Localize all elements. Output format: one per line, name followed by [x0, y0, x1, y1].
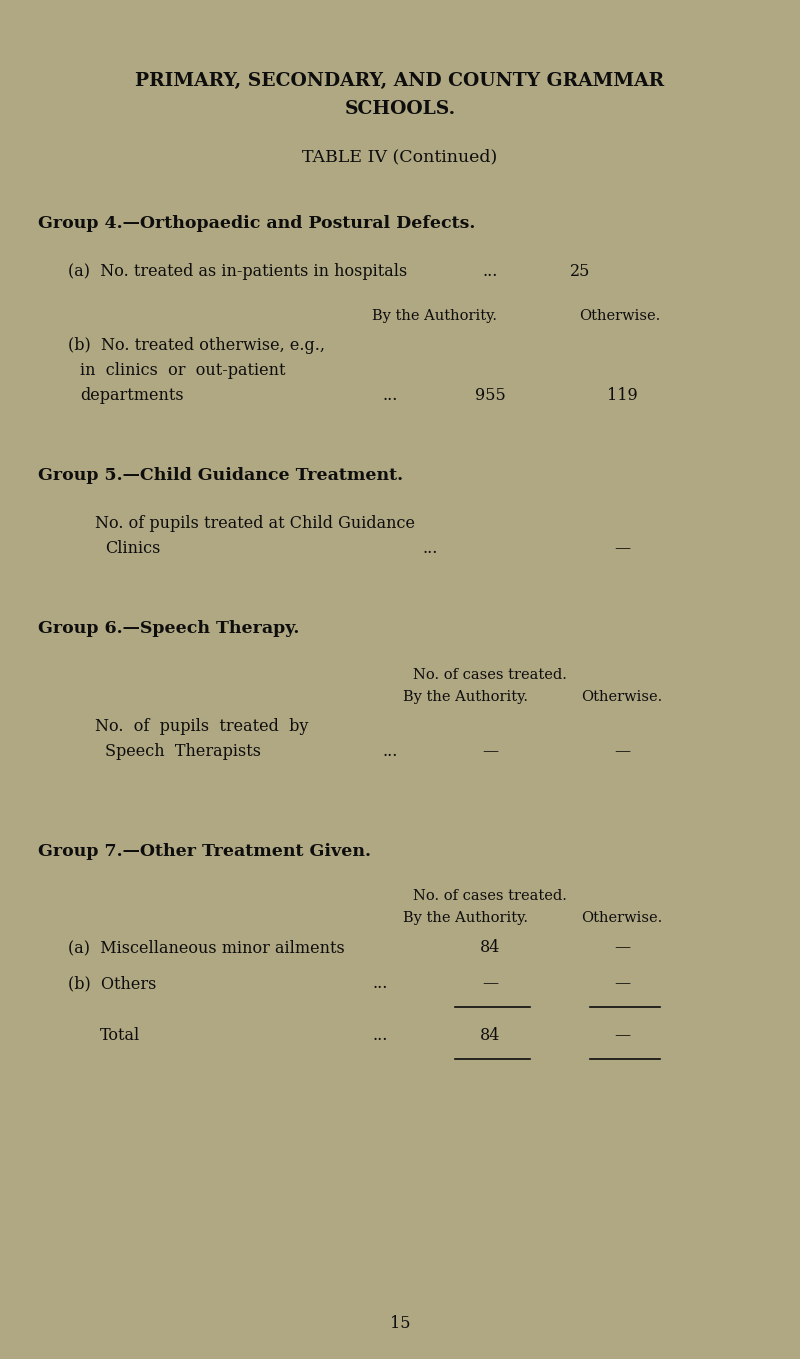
Text: —: — — [614, 743, 630, 760]
Text: in  clinics  or  out-patient: in clinics or out-patient — [80, 361, 286, 379]
Text: ...: ... — [372, 1027, 388, 1044]
Text: TABLE IV (Continued): TABLE IV (Continued) — [302, 148, 498, 164]
Text: By the Authority.: By the Authority. — [373, 308, 498, 323]
Text: —: — — [482, 974, 498, 992]
Text: (a)  No. treated as in-patients in hospitals: (a) No. treated as in-patients in hospit… — [68, 264, 407, 280]
Text: (b)  No. treated otherwise, e.g.,: (b) No. treated otherwise, e.g., — [68, 337, 325, 353]
Text: Clinics: Clinics — [105, 540, 160, 557]
Text: —: — — [614, 1027, 630, 1044]
Text: No.  of  pupils  treated  by: No. of pupils treated by — [95, 718, 308, 735]
Text: (b)  Others: (b) Others — [68, 974, 156, 992]
Text: ...: ... — [422, 540, 438, 557]
Text: PRIMARY, SECONDARY, AND COUNTY GRAMMAR: PRIMARY, SECONDARY, AND COUNTY GRAMMAR — [135, 72, 665, 90]
Text: ...: ... — [372, 974, 388, 992]
Text: —: — — [614, 939, 630, 955]
Text: Group 6.—Speech Therapy.: Group 6.—Speech Therapy. — [38, 620, 299, 637]
Text: 84: 84 — [480, 1027, 500, 1044]
Text: Group 7.—Other Treatment Given.: Group 7.—Other Treatment Given. — [38, 843, 371, 860]
Text: ...: ... — [482, 264, 498, 280]
Text: Group 5.—Child Guidance Treatment.: Group 5.—Child Guidance Treatment. — [38, 467, 403, 484]
Text: Total: Total — [100, 1027, 140, 1044]
Text: Speech  Therapists: Speech Therapists — [105, 743, 261, 760]
Text: No. of cases treated.: No. of cases treated. — [413, 889, 567, 902]
Text: —: — — [614, 974, 630, 992]
Text: Otherwise.: Otherwise. — [582, 911, 662, 925]
Text: Otherwise.: Otherwise. — [579, 308, 661, 323]
Text: By the Authority.: By the Authority. — [402, 911, 527, 925]
Text: No. of pupils treated at Child Guidance: No. of pupils treated at Child Guidance — [95, 515, 415, 531]
Text: 955: 955 — [474, 387, 506, 404]
Text: By the Authority.: By the Authority. — [402, 690, 527, 704]
Text: ...: ... — [382, 743, 398, 760]
Text: departments: departments — [80, 387, 184, 404]
Text: (a)  Miscellaneous minor ailments: (a) Miscellaneous minor ailments — [68, 939, 345, 955]
Text: ...: ... — [382, 387, 398, 404]
Text: Group 4.—Orthopaedic and Postural Defects.: Group 4.—Orthopaedic and Postural Defect… — [38, 215, 475, 232]
Text: 84: 84 — [480, 939, 500, 955]
Text: SCHOOLS.: SCHOOLS. — [345, 101, 455, 118]
Text: —: — — [482, 743, 498, 760]
Text: 25: 25 — [570, 264, 590, 280]
Text: —: — — [614, 540, 630, 557]
Text: No. of cases treated.: No. of cases treated. — [413, 669, 567, 682]
Text: Otherwise.: Otherwise. — [582, 690, 662, 704]
Text: 119: 119 — [606, 387, 638, 404]
Text: 15: 15 — [390, 1316, 410, 1332]
